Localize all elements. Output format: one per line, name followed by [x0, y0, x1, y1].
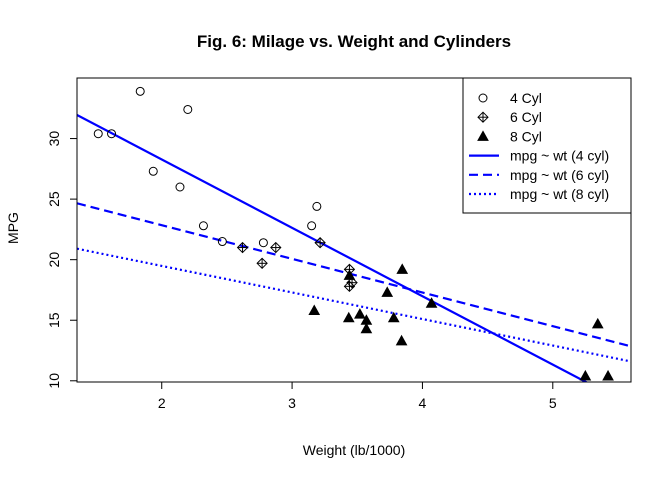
- fit-line-1: [77, 113, 589, 382]
- data-point: [396, 263, 409, 274]
- filled-triangle-marker: [360, 314, 373, 325]
- y-tick-label: 15: [46, 312, 62, 328]
- filled-triangle-marker: [354, 308, 366, 319]
- filled-triangle-marker: [360, 322, 373, 334]
- open-circle-marker: [312, 201, 322, 211]
- y-axis-label: MPG: [5, 212, 21, 244]
- legend: 4 Cyl 6 Cyl 8 Cyl mpg ~ wt (4 cyl) mpg ~ wt …: [462, 77, 632, 214]
- open-circle-marker: [478, 93, 488, 103]
- x-tick-label: 4: [419, 395, 427, 411]
- open-circle-marker: [307, 221, 317, 231]
- legend-symbol: [478, 93, 488, 103]
- open-circle-marker: [175, 182, 185, 192]
- fit-lines: [77, 113, 631, 382]
- data-point: [343, 269, 356, 280]
- filled-triangle-marker: [387, 311, 400, 323]
- legend-item: mpg ~ wt (4 cyl): [469, 148, 609, 164]
- data-point: [93, 129, 103, 139]
- filled-triangle-marker: [342, 311, 355, 323]
- filled-triangle-marker: [425, 297, 438, 308]
- data-point: [135, 86, 145, 96]
- open-circle-marker: [217, 237, 227, 247]
- legend-label: mpg ~ wt (4 cyl): [510, 148, 609, 164]
- data-point: [314, 237, 326, 249]
- open-circle-marker: [93, 129, 103, 139]
- data-point: [354, 308, 366, 319]
- x-axis: 2 3 4 5: [158, 381, 557, 411]
- filled-triangle-marker: [591, 317, 604, 329]
- series-4-cyl: [93, 86, 322, 248]
- y-tick-label: 10: [46, 373, 62, 389]
- data-point: [270, 241, 282, 254]
- legend-label: 6 Cyl: [510, 109, 542, 125]
- legend-item: mpg ~ wt (6 cyl): [469, 167, 609, 183]
- legend-item: 4 Cyl: [478, 90, 542, 106]
- data-point: [360, 322, 373, 334]
- filled-triangle-marker: [395, 334, 408, 346]
- data-point: [425, 297, 438, 308]
- chart-title: Fig. 6: Milage vs. Weight and Cylinders: [197, 32, 511, 51]
- data-point: [236, 241, 249, 254]
- filled-triangle-marker: [396, 263, 409, 274]
- data-point: [602, 369, 614, 381]
- data-point: [258, 238, 268, 248]
- legend-label: mpg ~ wt (6 cyl): [510, 167, 609, 183]
- data-point: [579, 369, 592, 381]
- y-axis: 10 15 20 25 30: [46, 131, 78, 389]
- x-tick-label: 2: [158, 395, 166, 411]
- series-8-cyl: [308, 263, 614, 381]
- data-point: [312, 201, 322, 211]
- legend-item: 8 Cyl: [477, 128, 542, 144]
- data-point: [387, 311, 400, 323]
- data-point: [343, 280, 356, 293]
- x-tick-label: 5: [549, 395, 557, 411]
- filled-triangle-marker: [308, 304, 321, 316]
- data-point: [217, 237, 227, 247]
- data-point: [308, 304, 321, 316]
- filled-triangle-marker: [477, 130, 489, 141]
- open-circle-marker: [198, 221, 208, 231]
- y-tick-label: 20: [46, 252, 62, 268]
- x-axis-label: Weight (lb/1000): [303, 442, 405, 458]
- y-tick-label: 25: [46, 191, 62, 207]
- data-point: [107, 129, 117, 139]
- open-circle-marker: [107, 129, 117, 139]
- data-point: [183, 104, 193, 114]
- open-circle-marker: [183, 104, 193, 114]
- data-point: [360, 314, 373, 325]
- y-tick-label: 30: [46, 131, 62, 147]
- fit-line-3: [77, 247, 631, 363]
- fit-line-2: [77, 202, 631, 348]
- legend-symbol: [477, 130, 489, 141]
- plot-area: [77, 86, 631, 382]
- legend-symbol: [477, 111, 489, 123]
- data-point: [175, 182, 185, 192]
- x-tick-label: 3: [288, 395, 296, 411]
- data-point: [591, 317, 604, 329]
- data-point: [148, 166, 158, 176]
- data-point: [198, 221, 208, 231]
- data-point: [395, 334, 408, 346]
- filled-triangle-marker: [343, 269, 356, 280]
- data-point: [307, 221, 317, 231]
- legend-label: 8 Cyl: [510, 128, 542, 144]
- data-point: [256, 257, 268, 270]
- data-point: [381, 286, 394, 297]
- open-circle-marker: [135, 86, 145, 96]
- legend-item: mpg ~ wt (8 cyl): [469, 186, 609, 202]
- legend-label: 4 Cyl: [510, 90, 542, 106]
- legend-box: [462, 77, 632, 214]
- series-6-cyl: [236, 237, 358, 293]
- legend-item: 6 Cyl: [477, 109, 542, 125]
- filled-triangle-marker: [381, 286, 394, 297]
- legend-label: mpg ~ wt (8 cyl): [510, 186, 609, 202]
- open-circle-marker: [148, 166, 158, 176]
- data-point: [342, 311, 355, 323]
- open-circle-marker: [258, 238, 268, 248]
- filled-triangle-marker: [579, 369, 592, 381]
- filled-triangle-marker: [602, 369, 614, 381]
